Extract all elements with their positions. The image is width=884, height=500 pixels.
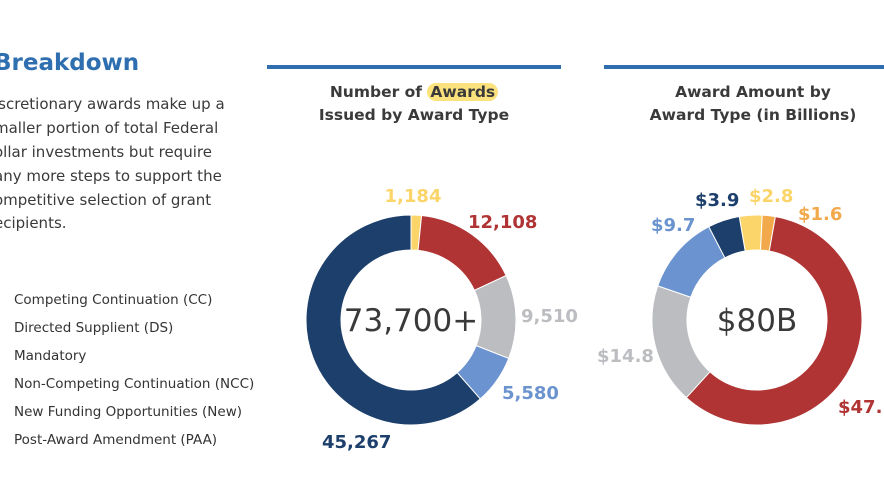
legend-item-cc: Competing Continuation (CC) <box>14 292 213 308</box>
intro-line: ompetitive selection of grant <box>0 191 212 209</box>
legend-item-new: New Funding Opportunities (New) <box>14 404 242 420</box>
chart2-slice-label-4: $9.7 <box>651 215 695 236</box>
chart1-slice-label-0: 1,184 <box>385 186 442 207</box>
chart1-title-highlight: Awards <box>427 83 499 101</box>
chart1-center-label: 73,700+ <box>344 303 478 339</box>
chart2-top-rule <box>604 65 884 69</box>
chart1-title-part: Number of <box>329 83 428 101</box>
chart2-slice-label-2: $47.1 <box>838 397 884 418</box>
chart2-slice-2 <box>685 216 863 426</box>
chart1-slice-label-2: 9,510 <box>521 306 578 327</box>
chart1-title-part: Issued by Award Type <box>318 106 510 124</box>
intro-line: ecipients. <box>0 214 67 232</box>
intro-line: any more steps to support the <box>0 167 222 185</box>
chart2-title-line: Award Amount by <box>675 83 831 101</box>
chart1-slice-4 <box>305 214 481 426</box>
chart1-slice-label-1: 12,108 <box>468 212 537 233</box>
chart1-title: Number of Awards Issued by Award Type <box>296 81 532 127</box>
chart2-center-label: $80B <box>717 303 797 339</box>
legend-item-ds: Directed Supplient (DS) <box>14 320 174 336</box>
chart2-title-line: Award Type (in Billions) <box>649 106 857 124</box>
chart2-slice-label-1: $1.6 <box>798 204 842 225</box>
chart2-slice-3 <box>651 285 711 399</box>
legend-item-paa: Post-Award Amendment (PAA) <box>14 432 218 448</box>
section-title: Breakdown <box>0 50 140 76</box>
chart2-slice-label-3: $14.8 <box>597 346 654 367</box>
intro-line: maller portion of total Federal <box>0 119 219 137</box>
chart1-top-rule <box>267 65 561 69</box>
chart2-slice-label-0: $2.8 <box>749 186 793 207</box>
legend-item-ncc: Non-Competing Continuation (NCC) <box>14 376 255 392</box>
chart1-slice-label-4: 45,267 <box>322 432 391 453</box>
chart2-slice-5 <box>708 215 746 259</box>
chart2-slice-label-5: $3.9 <box>695 190 739 211</box>
legend-item-mandatory: Mandatory <box>14 348 87 364</box>
intro-line: iscretionary awards make up a <box>0 95 225 113</box>
intro-line: ollar investments but require <box>0 143 212 161</box>
chart1-slice-label-3: 5,580 <box>502 383 559 404</box>
chart2-title: Award Amount by Award Type (in Billions) <box>634 81 872 127</box>
